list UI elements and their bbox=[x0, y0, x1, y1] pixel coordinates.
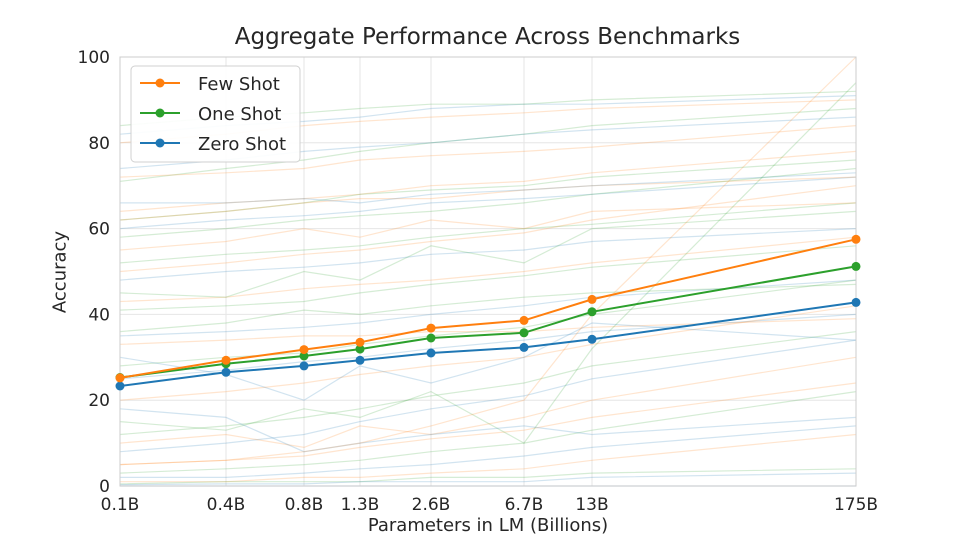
legend-item: One Shot bbox=[140, 104, 281, 125]
background-series-line bbox=[119, 313, 857, 380]
legend-item: Zero Shot bbox=[140, 134, 286, 155]
data-point bbox=[587, 294, 597, 304]
background-series-line bbox=[119, 391, 857, 474]
data-point bbox=[519, 315, 529, 325]
series-line bbox=[119, 238, 857, 379]
data-point bbox=[519, 328, 529, 338]
legend-label: One Shot bbox=[198, 104, 281, 125]
chart-title: Aggregate Performance Across Benchmarks bbox=[234, 24, 741, 50]
background-series-line bbox=[120, 425, 857, 478]
y-tick-label: 80 bbox=[88, 134, 110, 154]
legend-marker bbox=[155, 78, 165, 88]
background-series-line bbox=[119, 176, 857, 230]
background-series-line bbox=[119, 176, 857, 221]
legend: Few Shot One Shot Zero Shot bbox=[130, 65, 301, 163]
data-point bbox=[851, 297, 861, 307]
background-series-line bbox=[119, 472, 857, 486]
x-tick-label: 0.8B bbox=[285, 495, 324, 515]
background-series-line bbox=[119, 159, 857, 221]
x-tick-label: 13B bbox=[575, 495, 608, 515]
background-series-line bbox=[119, 283, 857, 333]
data-point bbox=[355, 337, 365, 347]
background-series-line bbox=[119, 56, 857, 466]
background-series-line bbox=[119, 150, 857, 212]
x-axis-title: Parameters in LM (Billions) bbox=[367, 515, 609, 536]
data-point bbox=[519, 342, 529, 352]
data-point bbox=[587, 334, 597, 344]
background-series-line bbox=[119, 228, 857, 281]
background-series-line bbox=[120, 172, 857, 204]
data-point bbox=[851, 261, 861, 271]
y-tick-label: 100 bbox=[78, 48, 110, 68]
background-series-line bbox=[119, 331, 857, 436]
background-series-line bbox=[119, 236, 857, 303]
background-series-line bbox=[119, 167, 857, 238]
series-line bbox=[119, 301, 857, 387]
legend-marker bbox=[155, 108, 165, 118]
background-series-line bbox=[119, 356, 857, 449]
data-point bbox=[115, 373, 125, 383]
y-tick-label: 60 bbox=[88, 220, 110, 240]
series-zero-shot bbox=[115, 297, 861, 391]
x-tick-label: 0.4B bbox=[207, 495, 246, 515]
x-tick-labels: 0.1B 0.4B 0.8B 1.3B 2.6B 6.7B 13B 175B bbox=[101, 495, 878, 515]
background-series-line bbox=[119, 82, 857, 444]
data-point bbox=[426, 348, 436, 358]
background-series-line bbox=[119, 322, 857, 401]
data-point bbox=[299, 345, 309, 355]
background-series-line bbox=[119, 245, 857, 311]
background-series-line bbox=[119, 279, 857, 337]
data-point bbox=[221, 367, 231, 377]
data-point bbox=[426, 323, 436, 333]
background-series-line bbox=[119, 305, 857, 401]
y-tick-label: 20 bbox=[88, 391, 110, 411]
background-series-line bbox=[120, 433, 857, 483]
y-tick-label: 40 bbox=[88, 305, 110, 325]
data-point bbox=[355, 355, 365, 365]
data-point bbox=[115, 381, 125, 391]
background-series-line bbox=[119, 202, 857, 251]
background-series-line bbox=[119, 468, 857, 485]
series-few-shot bbox=[115, 234, 861, 383]
background-series-line bbox=[119, 125, 857, 178]
data-point bbox=[355, 344, 365, 354]
plot-frame bbox=[119, 56, 857, 487]
data-point bbox=[299, 351, 309, 361]
y-tick-labels: 0 20 40 60 80 100 bbox=[78, 48, 110, 497]
data-point bbox=[587, 307, 597, 317]
series-line bbox=[119, 265, 857, 379]
legend-item: Few Shot bbox=[140, 74, 280, 95]
background-series-line bbox=[119, 408, 857, 453]
main-series-lines bbox=[115, 234, 861, 391]
legend-box bbox=[130, 65, 301, 163]
legend-label: Zero Shot bbox=[198, 134, 286, 155]
data-point bbox=[221, 355, 231, 365]
x-tick-label: 0.1B bbox=[101, 495, 140, 515]
x-tick-label: 6.7B bbox=[505, 495, 544, 515]
legend-marker bbox=[155, 138, 165, 148]
background-series-line bbox=[119, 339, 857, 453]
background-series-line bbox=[119, 202, 857, 264]
data-point bbox=[299, 361, 309, 371]
background-series-line bbox=[119, 210, 857, 298]
background-series-line bbox=[119, 107, 857, 182]
background-series-line bbox=[119, 279, 857, 367]
y-tick-label: 0 bbox=[99, 477, 110, 497]
x-tick-label: 175B bbox=[834, 495, 878, 515]
background-series-line bbox=[119, 382, 857, 466]
background-series-line bbox=[119, 318, 857, 345]
background-series-line bbox=[119, 185, 857, 273]
x-tick-label: 2.6B bbox=[412, 495, 451, 515]
data-point bbox=[851, 234, 861, 244]
x-tick-label: 1.3B bbox=[341, 495, 380, 515]
legend-label: Few Shot bbox=[198, 74, 280, 95]
data-point bbox=[426, 333, 436, 343]
